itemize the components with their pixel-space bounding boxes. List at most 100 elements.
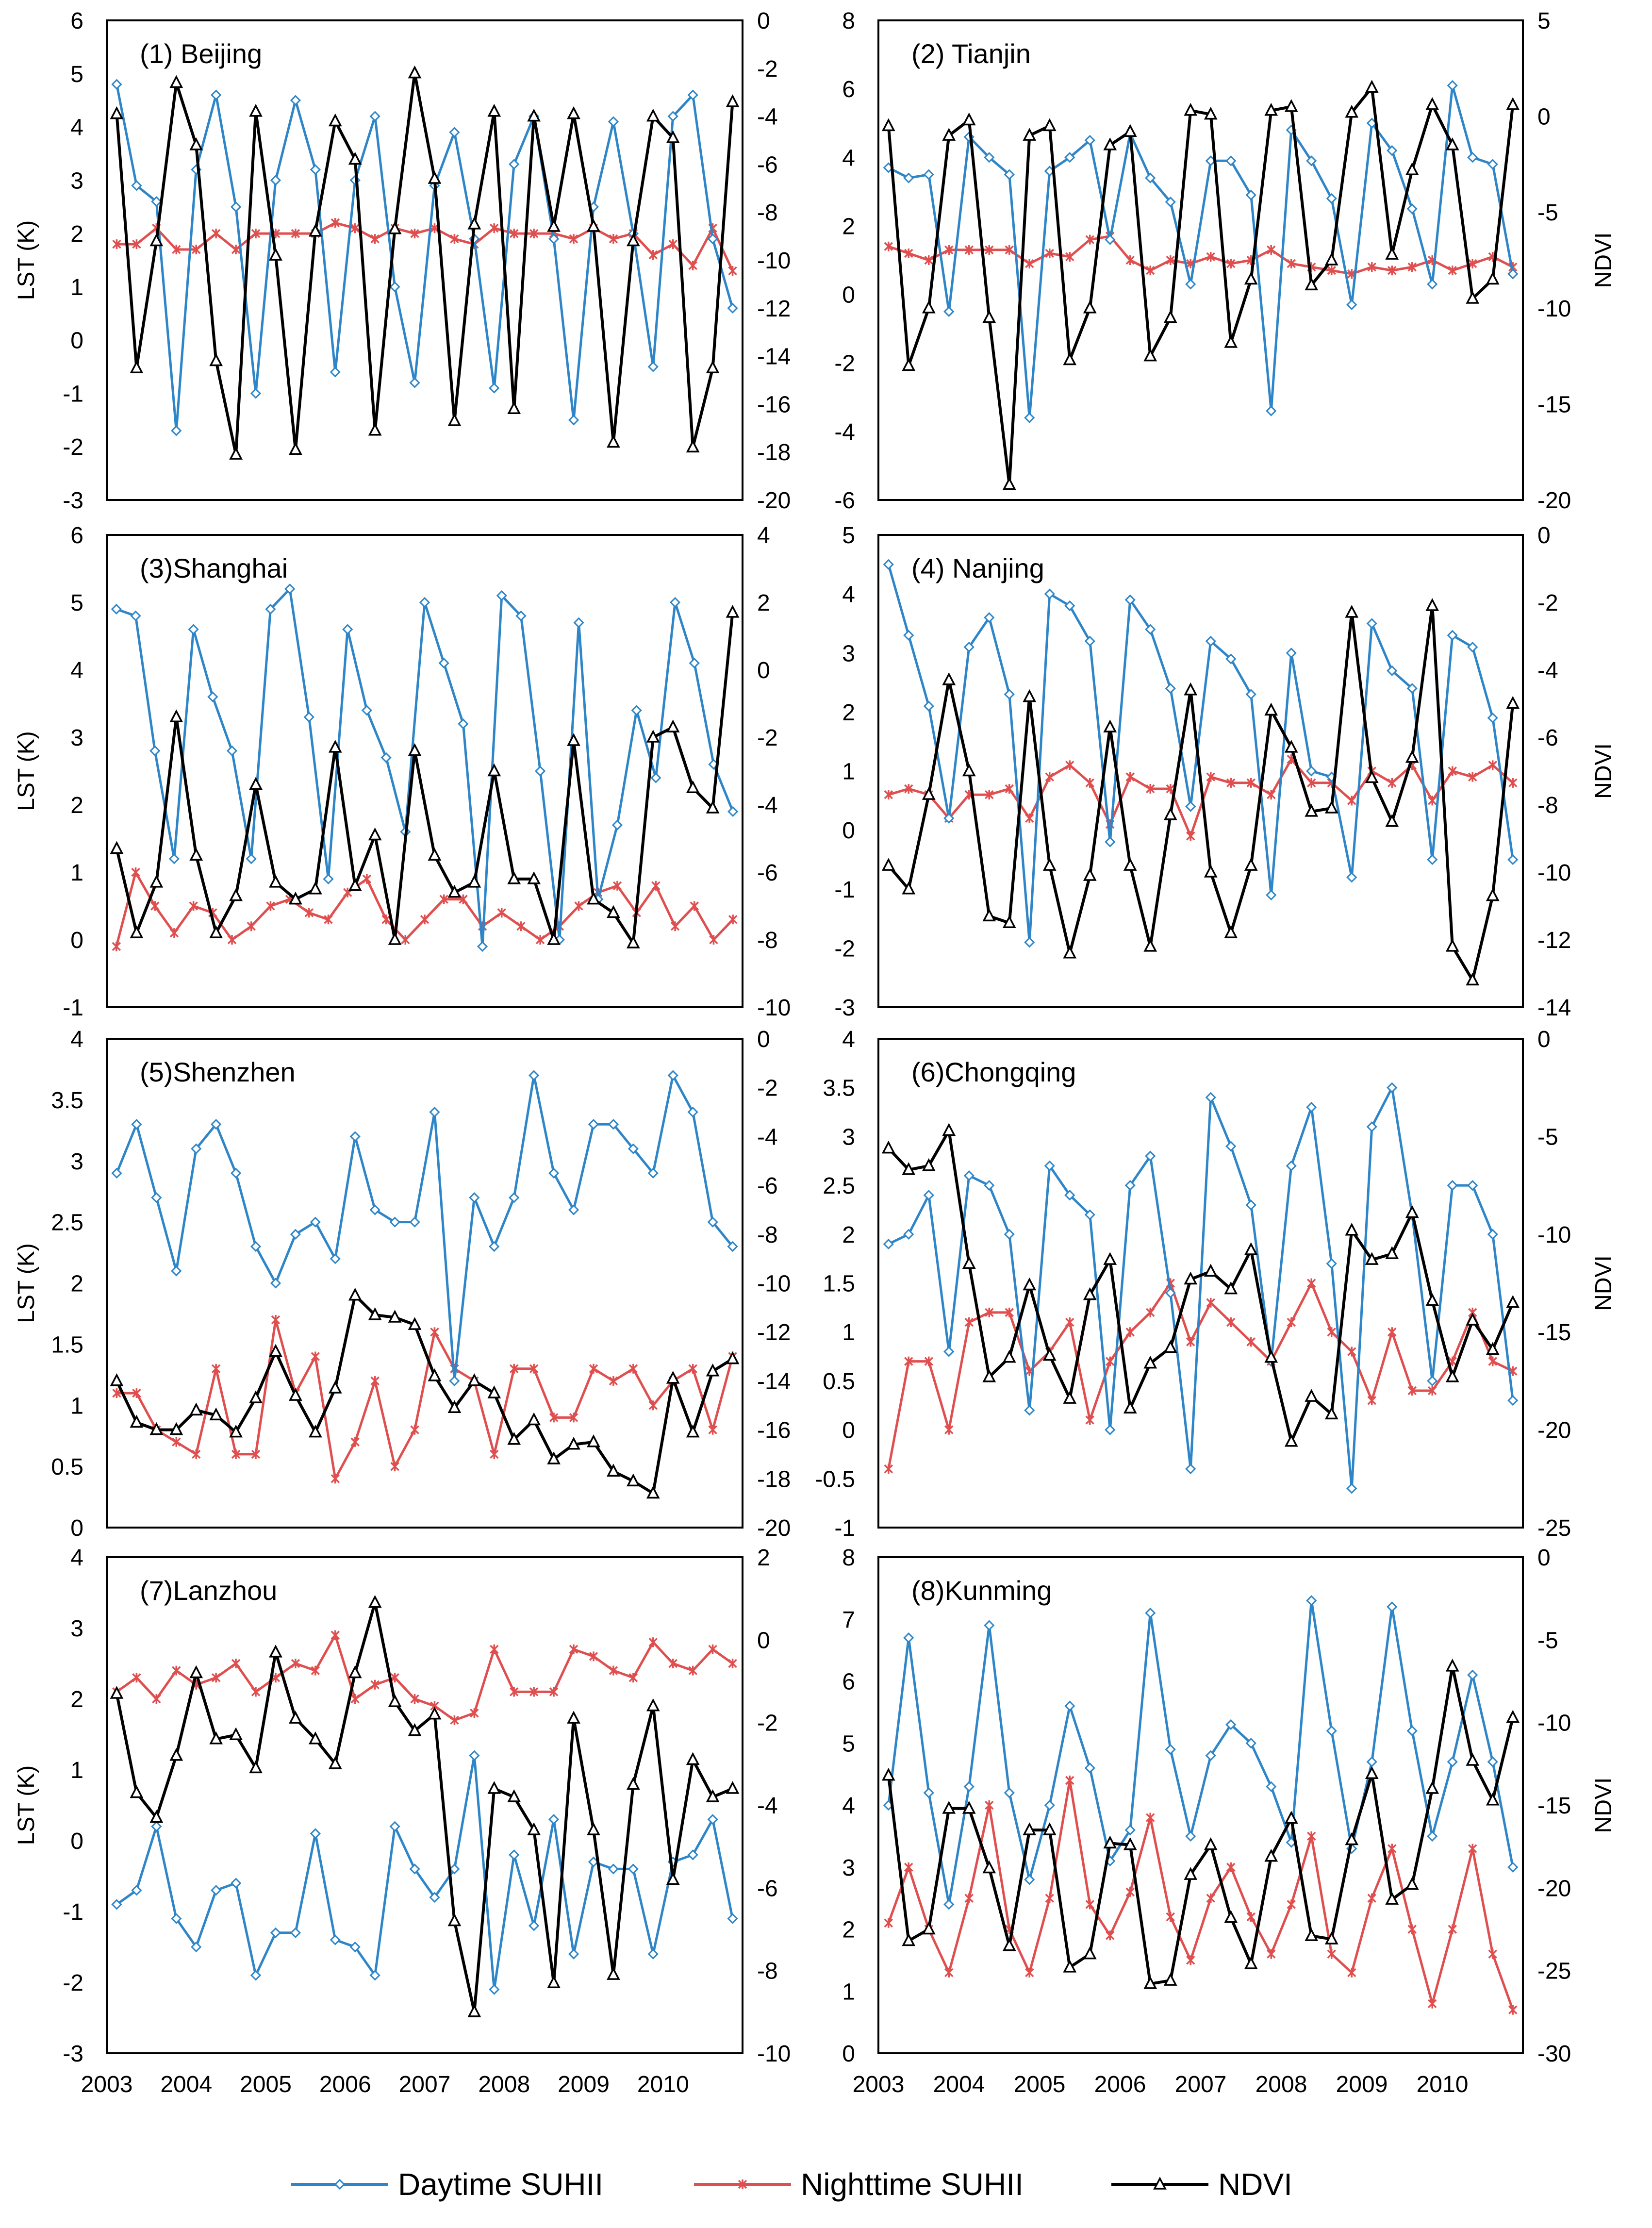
day-point-17 <box>438 657 449 669</box>
night-point-22 <box>1327 1327 1336 1337</box>
series-ndvi <box>110 1595 740 2017</box>
night-point-31 <box>728 266 737 276</box>
panel-6: -1 -0.5 0 0.5 1 1.5 2 2.5 3 3.5 4 -25 -20 -15 -10 -5 0 ND… <box>815 1027 1617 1541</box>
day-point-29 <box>1467 1180 1478 1191</box>
y2-tick-label-5: 0 <box>757 1628 770 1653</box>
plot-frame <box>877 534 1524 1008</box>
night-point-4 <box>964 1317 974 1328</box>
ndvi-point-20 <box>1284 740 1298 753</box>
day-point-9 <box>290 1927 301 1938</box>
day-point-20 <box>509 1849 520 1861</box>
night-point-19 <box>490 1644 499 1654</box>
day-point-19 <box>489 1984 500 1995</box>
night-point-11 <box>324 914 333 925</box>
day-point-27 <box>647 1948 659 1960</box>
y2-tick-label-1: -12 <box>1537 928 1571 953</box>
day-point-10 <box>310 1828 321 1839</box>
day-point-31 <box>727 1241 738 1252</box>
panel-8: 0 1 2 3 4 5 6 7 8 -30 -25 -20 -15 -10 -5 0 NDVI (8)Kunmin… <box>842 1545 1617 2097</box>
night-point-20 <box>1287 259 1296 269</box>
y-tick-label-9: 6 <box>70 8 83 34</box>
ndvi-point-3 <box>169 75 183 88</box>
y-tick-label-8: 8 <box>842 1545 855 1571</box>
y2-tick-label-3: -8 <box>1537 793 1558 818</box>
y-tick-label-8: 5 <box>70 62 83 87</box>
night-point-5 <box>211 1363 221 1374</box>
night-point-29 <box>1468 772 1477 782</box>
day-point-27 <box>1427 1375 1438 1387</box>
night-point-7 <box>1025 1967 1034 1978</box>
y2-tick-label-0: -20 <box>757 1515 791 1541</box>
y-tick-label-5: 2 <box>842 700 855 726</box>
y-tick-label-4: 1 <box>70 1758 83 1783</box>
ndvi-point-5 <box>982 1369 996 1382</box>
day-point-15 <box>409 377 420 388</box>
night-point-27 <box>1428 1386 1437 1396</box>
ndvi-point-18 <box>467 2004 481 2017</box>
day-point-28 <box>1447 1756 1458 1767</box>
day-point-31 <box>727 302 738 314</box>
panel-5: 00.511.522.533.54-20-18-16-14-12-10-8-6-… <box>14 1027 791 1541</box>
ndvi-point-17 <box>1224 925 1238 938</box>
y2-tick-label-7: 4 <box>757 523 770 549</box>
day-point-18 <box>1245 689 1256 700</box>
y-tick-label-2: 1 <box>70 860 83 886</box>
y-tick-label-7: 4 <box>70 1545 83 1571</box>
night-point-22 <box>549 1413 559 1423</box>
ndvi-point-6 <box>229 888 243 901</box>
ndvi-point-23 <box>567 1711 580 1724</box>
day-point-5 <box>207 691 218 702</box>
night-point-22 <box>1327 266 1336 276</box>
ndvi-point-12 <box>348 1287 362 1301</box>
ndvi-point-25 <box>607 434 620 448</box>
night-point-11 <box>330 218 340 228</box>
y-tick-label-5: 2 <box>70 1687 83 1713</box>
day-point-12 <box>1124 594 1136 605</box>
y2-axis-title: NDVI <box>1591 1778 1617 1833</box>
ndvi-point-24 <box>587 1822 600 1835</box>
ndvi-point-5 <box>209 353 223 366</box>
day-point-28 <box>667 1070 678 1081</box>
day-point-18 <box>469 1750 480 1761</box>
ndvi-point-13 <box>1143 1976 1157 1989</box>
night-point-4 <box>964 1893 974 1903</box>
x-tick-label-6: 2009 <box>558 2072 610 2097</box>
ndvi-point-25 <box>607 1967 620 1980</box>
night-point-10 <box>1085 234 1094 245</box>
day-point-13 <box>1145 624 1156 635</box>
night-point-23 <box>569 1413 578 1423</box>
night-point-29 <box>1468 1844 1477 1854</box>
night-point-31 <box>1508 778 1518 788</box>
ndvi-point-22 <box>547 1451 561 1464</box>
ndvi-point-27 <box>646 1698 660 1712</box>
y2-tick-label-1: -18 <box>757 1466 791 1492</box>
night-point-32 <box>728 914 738 925</box>
day-point-8 <box>1044 1160 1055 1171</box>
night-point-25 <box>1388 1327 1397 1337</box>
night-point-15 <box>410 229 419 239</box>
night-point-12 <box>1125 772 1135 782</box>
day-point-31 <box>1507 1862 1519 1873</box>
ndvi-point-17 <box>1224 1281 1238 1295</box>
plot-frame <box>106 1038 743 1529</box>
day-point-16 <box>429 1892 440 1903</box>
ndvi-point-27 <box>646 108 660 122</box>
y-tick-label-5: 2.5 <box>51 1210 83 1236</box>
day-point-1 <box>903 1229 914 1240</box>
day-point-6 <box>226 745 238 756</box>
legend-item-ndvi: NDVI <box>1111 2167 1292 2202</box>
x-tick-label-0: 2003 <box>853 2072 905 2097</box>
y-tick-label-3: 0 <box>842 283 855 308</box>
ndvi-point-27 <box>646 730 660 743</box>
day-point-9 <box>290 1229 301 1240</box>
series-ndvi <box>881 1123 1520 1447</box>
day-point-16 <box>1205 635 1216 647</box>
ndvi-point-3 <box>169 1422 183 1435</box>
x-tick-label-2: 2005 <box>1014 2072 1066 2097</box>
ndvi-point-26 <box>626 1473 640 1487</box>
ndvi-point-12 <box>348 151 362 165</box>
night-point-15 <box>401 935 410 945</box>
ndvi-point-0 <box>110 1686 124 1699</box>
ndvi-point-17 <box>1224 1910 1238 1923</box>
ndvi-point-6 <box>229 1727 243 1740</box>
